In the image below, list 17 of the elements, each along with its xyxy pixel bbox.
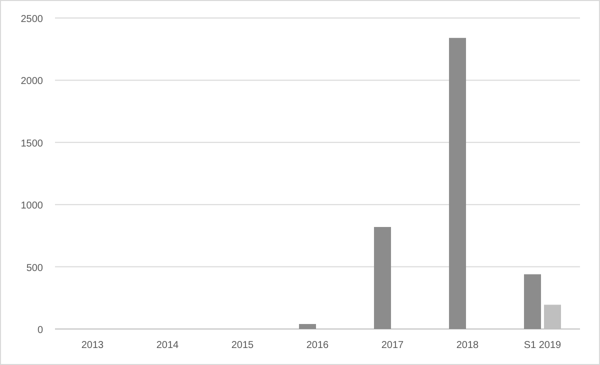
y-tick-label: 1500 xyxy=(20,138,44,150)
y-tick-label: 2000 xyxy=(20,76,44,88)
x-tick-label: 2014 xyxy=(156,340,180,351)
x-tick-label: 2015 xyxy=(231,340,254,351)
bar xyxy=(299,324,316,329)
y-tick-label: 500 xyxy=(26,262,44,274)
bar xyxy=(374,226,391,329)
y-tick-label: 2500 xyxy=(20,14,44,25)
y-tick-label: 1000 xyxy=(20,200,44,212)
x-tick-label: 2018 xyxy=(456,340,480,351)
x-tick-label: 2017 xyxy=(381,340,404,351)
x-tick-label: S1 2019 xyxy=(524,340,562,351)
y-tick-label: 0 xyxy=(37,325,44,336)
bar xyxy=(524,274,541,329)
x-tick-label: 2016 xyxy=(306,340,330,351)
x-tick-label: 2013 xyxy=(81,340,104,351)
bar xyxy=(449,38,466,329)
